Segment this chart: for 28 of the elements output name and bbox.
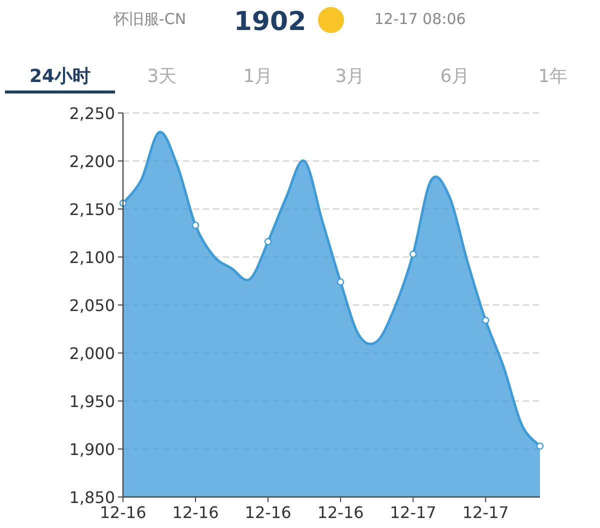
text: 6月 [440, 66, 470, 87]
x-tick-label: 12-16 [172, 503, 219, 522]
y-tick-label: 2,200 [69, 152, 115, 171]
point [409, 250, 417, 258]
chart-title: 怀旧服-CN [112, 10, 186, 28]
x-tick-label: 12-16 [317, 503, 364, 522]
text: 24小时 [29, 66, 91, 87]
point [536, 442, 544, 450]
text: 1月 [243, 66, 273, 87]
point [482, 316, 490, 324]
text: 3月 [335, 66, 365, 87]
point [192, 222, 200, 229]
point [264, 238, 272, 246]
y-tick-label: 2,100 [69, 248, 115, 267]
y-tick-label: 2,150 [69, 200, 115, 219]
text: 1902 [234, 7, 306, 37]
x-tick-label: 12-16 [244, 503, 292, 522]
y-tick-label: 1,900 [69, 440, 115, 459]
x-tick-label: 12-17 [462, 503, 509, 522]
y-tick-label: 1,950 [69, 392, 115, 411]
y-tick-label: 2,250 [69, 104, 115, 123]
y-tick-label: 2,000 [69, 344, 115, 363]
text: 1年 [538, 66, 568, 87]
point [336, 278, 344, 286]
text: 12-17 08:06 [374, 10, 466, 28]
y-tick-label: 2,050 [69, 296, 115, 315]
text: 3天 [147, 66, 177, 87]
x-tick-label: 12-17 [390, 503, 436, 522]
